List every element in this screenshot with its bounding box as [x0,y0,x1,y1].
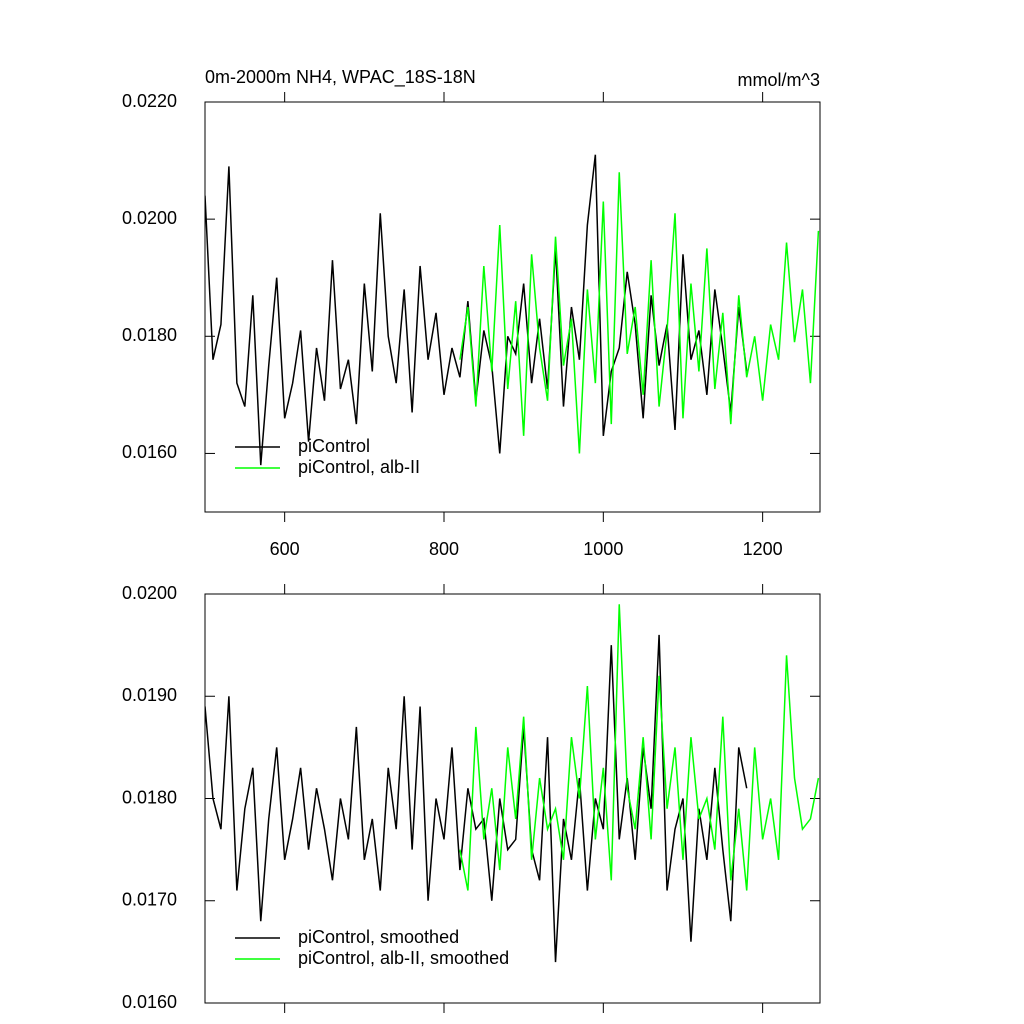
y-tick-label: 0.0180 [122,325,177,345]
x-tick-label: 1200 [743,539,783,559]
series-line [205,634,748,963]
panel: 0.0160 0.0180 0.0200 0.0220 600 800 1000 1200 pi… [122,91,821,559]
legend-label: piControl, alb-II, smoothed [298,948,509,968]
series-line [459,172,820,454]
plot-frame [204,101,821,513]
x-tick-label: 800 [429,539,459,559]
y-tick-label: 0.0160 [122,442,177,462]
y-tick-label: 0.0200 [122,208,177,228]
legend-label: piControl [298,436,370,456]
legend-label: piControl, alb-II [298,457,420,477]
series-line [459,604,820,891]
y-tick-label: 0.0220 [122,91,177,111]
x-tick-label: 1000 [583,539,623,559]
chart-title: 0m-2000m NH4, WPAC_18S-18N [205,67,476,88]
x-tick-label: 600 [270,539,300,559]
panel: 0.0160 0.0170 0.0180 0.0190 0.0200 piControl,… [122,583,821,1013]
y-tick-label: 0.0160 [122,992,177,1012]
y-tick-label: 0.0200 [122,583,177,603]
legend-label: piControl, smoothed [298,927,459,947]
series-line [205,154,748,466]
y-tick-label: 0.0190 [122,685,177,705]
y-tick-label: 0.0180 [122,787,177,807]
units-label: mmol/m^3 [738,70,820,90]
y-tick-label: 0.0170 [122,890,177,910]
